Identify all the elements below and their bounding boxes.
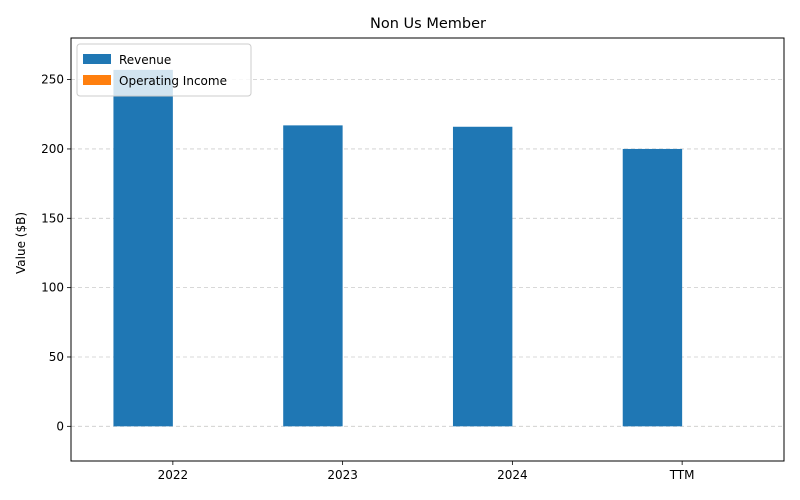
- y-tick-label: 250: [41, 73, 64, 87]
- legend-swatch: [83, 54, 111, 64]
- legend-box: [76, 43, 252, 97]
- x-tick-label: 2023: [327, 468, 358, 482]
- y-tick-label: 100: [41, 281, 64, 295]
- y-axis-label: Value ($B): [14, 212, 28, 274]
- y-tick-label: 200: [41, 142, 64, 156]
- bar-revenue-2024: [452, 126, 513, 427]
- bar-revenue-2022: [113, 69, 173, 427]
- x-ticks: 2022 2023 2024 TTM: [158, 461, 695, 482]
- legend-swatch: [83, 75, 111, 85]
- x-tick-label: 2022: [158, 468, 189, 482]
- y-tick-label: 150: [41, 211, 64, 225]
- plot-frame: [70, 37, 785, 462]
- chart-title: Non Us Member: [370, 16, 486, 32]
- bars: [113, 69, 742, 427]
- legend-label: Revenue: [119, 53, 171, 67]
- y-tick-label: 0: [56, 419, 64, 433]
- axes: [70, 37, 785, 462]
- legend-label: Operating Income: [119, 74, 227, 88]
- x-tick-label: TTM: [669, 468, 695, 482]
- y-ticks: 0 50 100 150 200 250: [41, 73, 71, 433]
- legend: Revenue Operating Income: [76, 43, 252, 97]
- x-tick-label: 2024: [497, 468, 528, 482]
- y-tick-label: 50: [49, 350, 64, 364]
- bar-revenue-ttm: [622, 148, 683, 427]
- bar-revenue-2023: [283, 125, 343, 427]
